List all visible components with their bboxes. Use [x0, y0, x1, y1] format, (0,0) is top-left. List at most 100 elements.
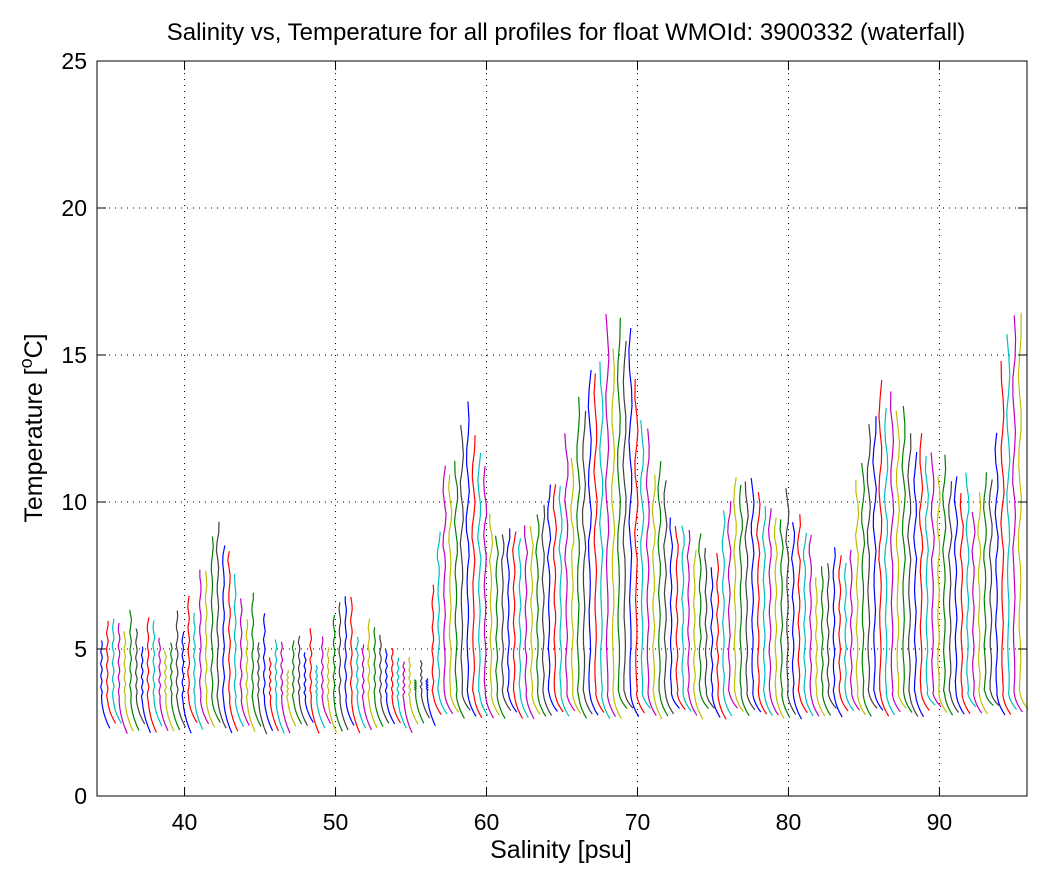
profile-line [367, 618, 378, 729]
profile-line [704, 547, 715, 709]
plot-frame [96, 60, 1028, 797]
profile-line [918, 433, 930, 711]
profile-line [320, 636, 332, 724]
profile-line [820, 566, 832, 716]
profile-line [262, 613, 274, 732]
profile-line [628, 327, 640, 717]
y-axis-label-sup: o [16, 358, 36, 368]
profile-line [959, 492, 971, 715]
profile-line [459, 424, 471, 711]
profile-line [407, 656, 419, 725]
profile-line [494, 535, 506, 719]
profile-line [814, 577, 826, 717]
x-tick-label: 60 [474, 809, 500, 835]
x-tick-label: 80 [776, 809, 802, 835]
profile-line [750, 478, 762, 713]
profile-line [535, 514, 547, 717]
profile-line [326, 647, 338, 733]
x-tick-label: 90 [927, 809, 953, 835]
y-tick-label: 15 [61, 342, 87, 368]
profile-line [796, 514, 808, 714]
profile-line [634, 378, 646, 714]
profile-line [297, 635, 309, 726]
profile-line [930, 452, 942, 708]
profile-line [123, 631, 134, 732]
profile-line [344, 596, 355, 726]
profile-line [843, 563, 855, 712]
profile-line [129, 609, 140, 731]
profile-line [674, 526, 686, 710]
profile-line [338, 602, 349, 731]
profile-line [512, 531, 524, 719]
y-axis-label-main: Temperature [ [20, 368, 48, 522]
profile-line [953, 476, 965, 715]
y-tick-labels: 0 5 10 15 20 25 [61, 48, 87, 809]
profile-line [192, 612, 204, 730]
chart-title: Salinity vs, Temperature for all profile… [167, 19, 966, 46]
profile-line [587, 369, 599, 716]
profile-line [744, 481, 756, 711]
profile-line [767, 508, 779, 716]
profile-line [1000, 360, 1012, 715]
profile-line [233, 574, 245, 728]
profile-line [100, 640, 111, 729]
profile-line [158, 637, 169, 732]
profile-line [854, 479, 867, 716]
profile-line [251, 592, 262, 727]
profile-line [286, 670, 297, 727]
profile-line [936, 476, 948, 713]
profile-line [361, 644, 372, 731]
profile-line [488, 513, 500, 716]
profile-line [558, 485, 570, 717]
profile-line [773, 517, 785, 719]
profile-line [541, 504, 553, 716]
profile-line [431, 584, 442, 716]
profile-line [436, 531, 448, 715]
profile-line [349, 596, 361, 734]
x-axis-label: Salinity [psu] [490, 836, 632, 864]
profile-line [803, 532, 814, 717]
profile-line [721, 510, 733, 717]
y-tick-label: 10 [61, 489, 87, 515]
profile-line [378, 634, 390, 724]
profile-line [274, 639, 285, 734]
profile-line [483, 466, 495, 719]
profile-line [134, 628, 146, 725]
profile-line [913, 451, 925, 718]
profile-line [761, 506, 774, 716]
profile-line [204, 570, 216, 728]
profile-line [640, 420, 651, 709]
profile-line [425, 678, 436, 727]
profile-line [808, 534, 820, 717]
profile-line [599, 361, 611, 719]
y-tick-label: 0 [74, 783, 87, 809]
profile-line [924, 455, 936, 706]
profile-line [872, 416, 884, 711]
profile-line [657, 461, 669, 717]
profile-line [471, 435, 483, 719]
profile-line [169, 642, 181, 731]
profile-line [907, 433, 919, 717]
profile-line [988, 479, 1000, 707]
profile-line [681, 525, 692, 712]
profile-line [198, 569, 210, 725]
profile-line [268, 657, 279, 732]
y-tick-label: 25 [61, 48, 87, 74]
profile-line [117, 622, 128, 734]
profile-line [448, 474, 460, 713]
profile-line [698, 533, 709, 709]
profile-line [291, 640, 303, 725]
y-axis-label-end: C] [20, 333, 48, 358]
profile-line [947, 481, 959, 713]
profile-line [570, 457, 582, 714]
profile-line [971, 512, 983, 714]
profile-line [593, 373, 605, 713]
profile-line [465, 401, 477, 717]
profile-line [977, 492, 989, 715]
profile-line [738, 484, 750, 717]
plot-area [97, 61, 1027, 796]
profile-line [651, 474, 663, 720]
profile-line [785, 488, 797, 715]
profile-line [517, 538, 529, 718]
profile-line [878, 380, 890, 717]
